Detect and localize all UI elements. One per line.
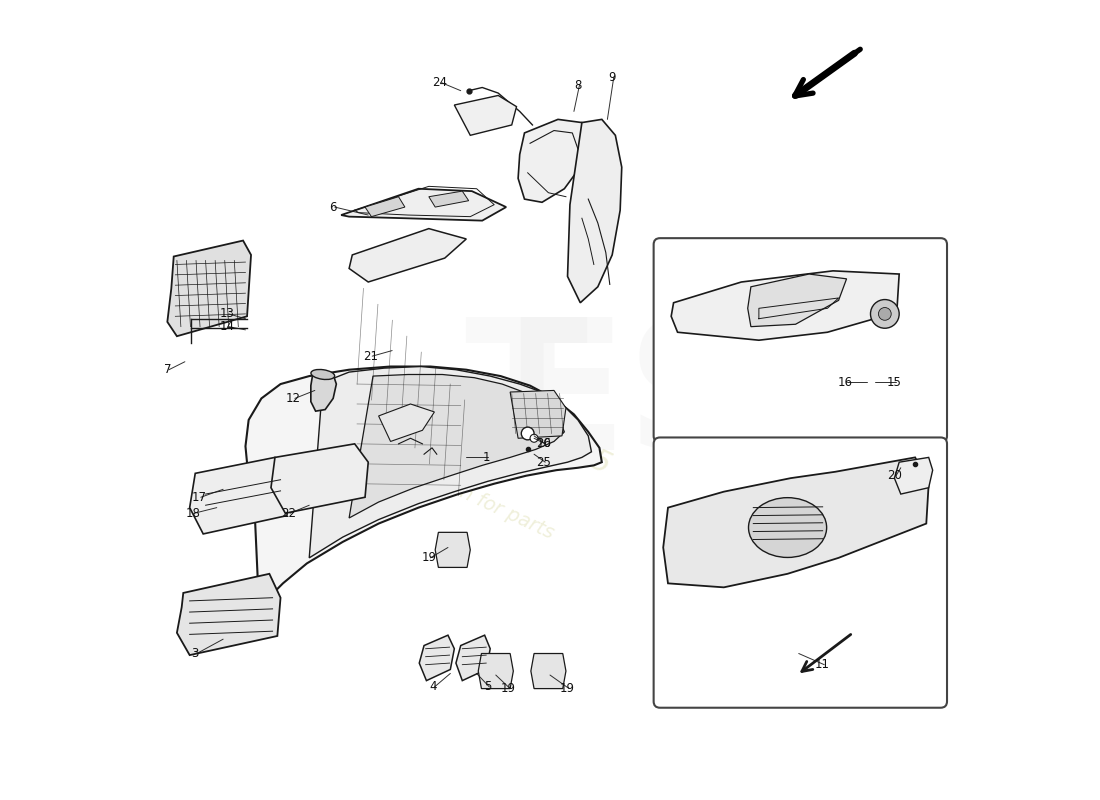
Text: 24: 24 [432, 76, 448, 90]
Text: since 1985: since 1985 [452, 383, 616, 480]
Polygon shape [349, 229, 466, 282]
Circle shape [879, 307, 891, 320]
Text: ES: ES [503, 312, 757, 488]
Text: 12: 12 [286, 392, 300, 405]
Ellipse shape [311, 370, 334, 379]
Text: 21: 21 [363, 350, 378, 362]
Text: 19: 19 [560, 682, 575, 695]
Text: 19: 19 [500, 682, 516, 695]
Polygon shape [518, 119, 589, 202]
Text: 6: 6 [329, 201, 337, 214]
Text: 11: 11 [815, 658, 830, 671]
Text: 3: 3 [191, 647, 199, 660]
Text: 7: 7 [164, 363, 172, 376]
Text: 26: 26 [536, 438, 551, 450]
Text: a passion for parts: a passion for parts [384, 449, 557, 542]
Polygon shape [167, 241, 251, 336]
Polygon shape [894, 458, 933, 494]
Polygon shape [349, 374, 564, 518]
Polygon shape [454, 95, 517, 135]
Circle shape [530, 434, 538, 442]
Polygon shape [365, 197, 405, 217]
Polygon shape [245, 366, 602, 607]
Polygon shape [436, 532, 471, 567]
Polygon shape [510, 390, 565, 438]
Text: 13: 13 [220, 307, 234, 321]
Polygon shape [309, 366, 592, 558]
Polygon shape [311, 374, 337, 411]
Circle shape [870, 299, 899, 328]
Polygon shape [341, 189, 506, 221]
Polygon shape [189, 458, 290, 534]
Polygon shape [531, 654, 565, 689]
Polygon shape [378, 404, 434, 442]
Text: 19: 19 [421, 551, 437, 564]
Polygon shape [455, 635, 491, 681]
Text: 15: 15 [887, 376, 902, 389]
Polygon shape [568, 119, 622, 302]
Text: 25: 25 [536, 456, 551, 469]
Polygon shape [419, 635, 454, 681]
Text: 16: 16 [837, 376, 852, 389]
Polygon shape [748, 274, 847, 326]
Text: 4: 4 [429, 681, 437, 694]
Text: 1: 1 [483, 451, 490, 464]
Text: 10: 10 [536, 438, 551, 450]
Polygon shape [671, 271, 899, 340]
Text: 5: 5 [484, 681, 492, 694]
Polygon shape [478, 654, 514, 689]
Polygon shape [177, 574, 280, 655]
Text: 9: 9 [608, 70, 616, 84]
Polygon shape [429, 191, 469, 207]
Ellipse shape [748, 498, 826, 558]
Polygon shape [663, 458, 928, 587]
Polygon shape [271, 444, 369, 514]
Text: 20: 20 [887, 470, 902, 482]
Text: 8: 8 [574, 78, 582, 91]
Circle shape [521, 427, 535, 440]
Text: 22: 22 [280, 506, 296, 520]
Text: 18: 18 [186, 506, 200, 520]
Text: T: T [464, 312, 587, 488]
FancyBboxPatch shape [653, 438, 947, 708]
Text: 14: 14 [220, 320, 234, 333]
Text: 17: 17 [191, 490, 207, 504]
FancyBboxPatch shape [653, 238, 947, 442]
